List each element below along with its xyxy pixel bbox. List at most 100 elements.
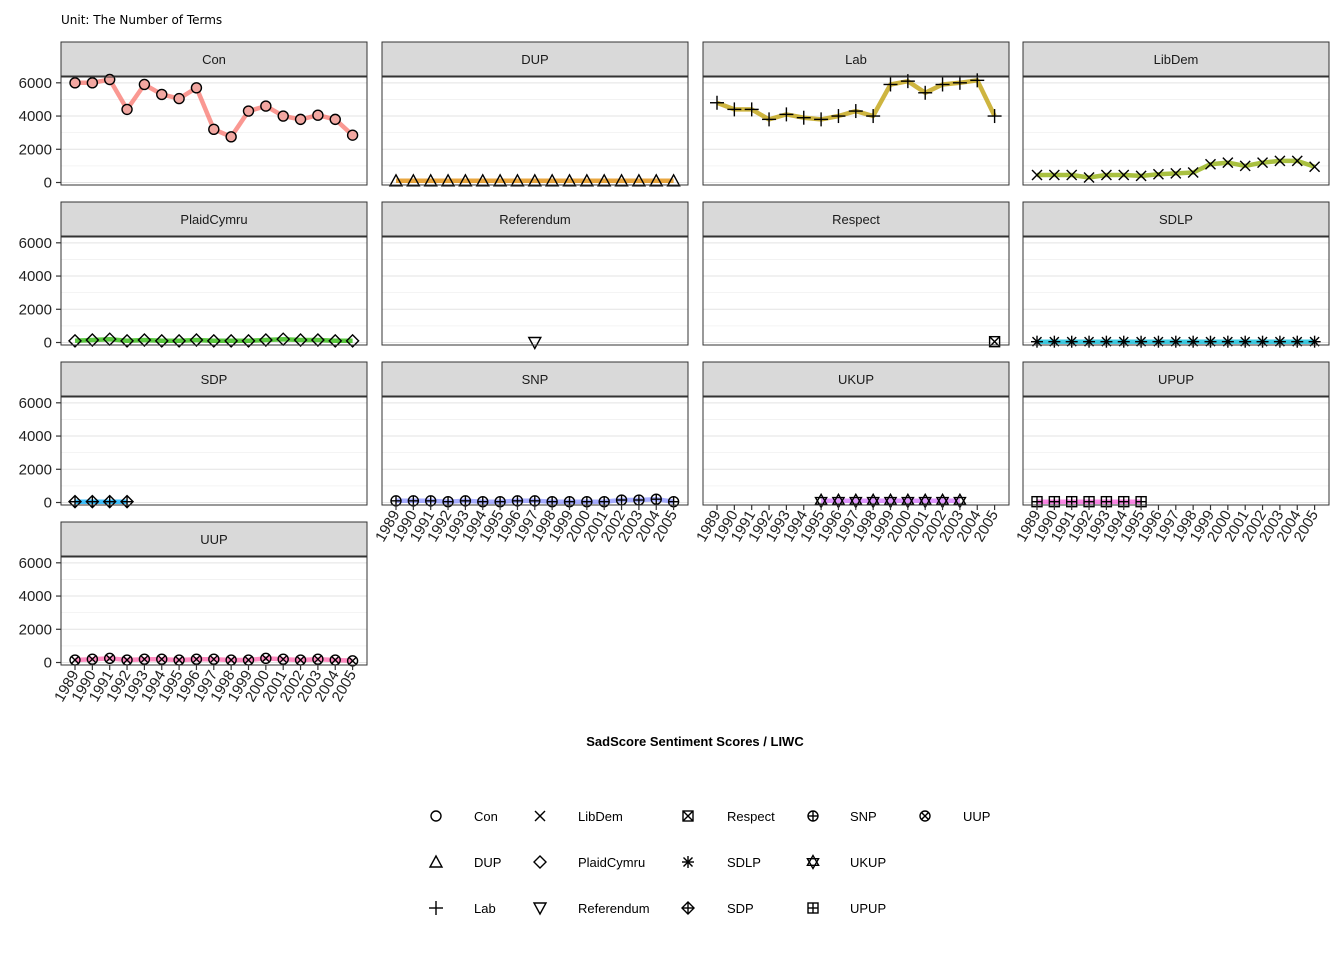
- panel-sdlp-point-1998: [1187, 335, 1200, 348]
- panel-respect-gridlines: [703, 242, 1009, 344]
- panel-snp-point-2004: [650, 493, 662, 505]
- panel-lab-point-1989: [710, 95, 724, 110]
- panel-sdlp-gridlines: [1023, 242, 1329, 344]
- legend-label-plaidcymru: PlaidCymru: [578, 855, 645, 870]
- panel-upup: UPUP198919901991199219931994199519961997…: [1013, 361, 1330, 545]
- panel-con-point-1991: [103, 73, 116, 86]
- legend-item-dup: DUP: [428, 854, 501, 870]
- panel-libdem-point-2000: [1222, 157, 1234, 169]
- panel-con-point-1993: [138, 78, 151, 91]
- legend-item-uup: UUP: [919, 809, 990, 824]
- legend-item-plaidcymru: PlaidCymru: [533, 855, 645, 870]
- panel-ukup-plot-bg: [703, 397, 1009, 505]
- panel-lab-point-1995: [814, 112, 829, 127]
- panel-respect-strip-label: Respect: [832, 212, 880, 227]
- panel-libdem-strip: [1022, 41, 1330, 77]
- panel-dup-plot-bg: [382, 77, 688, 185]
- panel-sdlp-point-2000: [1221, 335, 1234, 348]
- panel-dup-point-2002: [614, 173, 629, 187]
- panel-sdlp-point-1994: [1117, 335, 1130, 348]
- legend-label-dup: DUP: [474, 855, 501, 870]
- panel-con-point-1994: [156, 88, 168, 101]
- panel-uup-point-2003: [312, 653, 324, 665]
- panel-dup-point-2001: [597, 173, 612, 187]
- panel-libdem-point-1994: [1118, 169, 1130, 181]
- legend: Con DUP Lab LibDem PlaidCymru Referendum Respe…: [428, 809, 990, 916]
- panel-plaidcymru: PlaidCymru 0 2000 4000 6000: [19, 201, 368, 352]
- panel-snp-point-1991: [425, 495, 437, 507]
- legend-key-lab: [429, 901, 443, 915]
- panel-lab-point-1996: [831, 109, 846, 124]
- panel-uup-point-1996: [190, 653, 203, 665]
- legend-key-sdlp: [682, 856, 694, 868]
- panel-uup-point-1991: [103, 652, 116, 665]
- panel-plaidcymru-point-2005: [345, 333, 360, 348]
- panel-con-ytick-label-0: 0: [44, 175, 52, 192]
- legend-key-sdp: [681, 901, 695, 915]
- panel-sdp-point-1992: [120, 494, 135, 509]
- panel-ukup-point-1996: [831, 492, 846, 509]
- panel-referendum-strip-label: Referendum: [499, 212, 571, 227]
- panel-dup-point-1994: [475, 173, 490, 187]
- panel-respect-strip: [702, 201, 1010, 237]
- panel-dup-point-1999: [562, 173, 577, 187]
- panel-con-point-2001: [277, 110, 289, 122]
- panel-lab-point-1990: [727, 102, 742, 117]
- panel-sdp-ytick-label-2000: 2000: [19, 461, 52, 478]
- panel-plaidcymru-point-1998: [224, 333, 239, 348]
- panel-plaidcymru-plot-bg: [61, 237, 367, 345]
- legend-item-ukup: UKUP: [806, 854, 886, 870]
- panel-sdlp-point-1991: [1065, 335, 1078, 348]
- panel-lab-point-1999: [883, 77, 898, 92]
- panel-referendum-point-1997: [527, 336, 542, 350]
- legend-label-respect: Respect: [727, 809, 775, 824]
- panel-dup-point-2004: [649, 173, 664, 187]
- legend-key-dup: [428, 854, 444, 868]
- panel-plaidcymru-point-2003: [310, 333, 325, 348]
- legend-item-lab: Lab: [429, 901, 496, 916]
- legend-key-uup: [919, 810, 931, 822]
- panel-lab-point-2001: [918, 85, 933, 100]
- legend-label-upup: UPUP: [850, 901, 886, 916]
- panel-respect: Respect: [702, 201, 1010, 348]
- panel-plaidcymru-point-1990: [85, 333, 100, 348]
- panel-snp-point-1989: [390, 495, 402, 507]
- panel-uup-point-2001: [277, 653, 289, 665]
- panel-dup-point-1992: [440, 173, 456, 187]
- panel-plaidcymru-point-1999: [241, 333, 256, 348]
- panel-con-point-1995: [173, 92, 185, 105]
- panel-lab-strip: [702, 41, 1010, 77]
- panel-dup-point-2005: [666, 173, 681, 187]
- legend-label-sdlp: SDLP: [727, 855, 761, 870]
- panel-snp-strip-label: SNP: [522, 372, 549, 387]
- panel-con-ytick-label-4000: 4000: [19, 108, 52, 125]
- panel-libdem-point-1992: [1083, 172, 1095, 184]
- panel-snp-plot-bg: [382, 397, 688, 505]
- panel-uup-ytick-label-0: 0: [44, 655, 52, 672]
- panel-dup: DUP: [381, 41, 689, 187]
- panel-plaidcymru-border: [60, 236, 368, 346]
- panel-plaidcymru-point-1993: [137, 333, 152, 348]
- panel-sdlp-border: [1022, 236, 1330, 346]
- panel-lab-plot-bg: [703, 77, 1009, 185]
- panel-libdem-point-1998: [1187, 167, 1199, 179]
- panel-sdp: SDP 0 2000 4000 6000: [19, 361, 368, 512]
- panel-libdem-border: [1022, 76, 1330, 186]
- panel-ukup-strip: [702, 361, 1010, 397]
- panel-libdem-gridlines: [1023, 82, 1329, 184]
- panel-lab: Lab: [702, 41, 1010, 186]
- panel-upup-strip: [1022, 361, 1330, 397]
- panel-uup-ytick-label-6000: 6000: [19, 555, 52, 572]
- panel-sdp-point-1991: [102, 494, 117, 509]
- chart-subtitle: Unit: The Number of Terms: [61, 13, 222, 27]
- panel-lab-point-1994: [796, 110, 811, 125]
- panel-con-strip-label: Con: [202, 52, 226, 67]
- panel-dup-border: [381, 76, 689, 186]
- panel-plaidcymru-strip: [60, 201, 368, 237]
- panel-plaidcymru-strip-label: PlaidCymru: [180, 212, 247, 227]
- panel-lab-point-1998: [866, 109, 881, 124]
- panel-plaidcymru-ytick-label-4000: 4000: [19, 268, 52, 285]
- panel-lab-point-2000: [900, 74, 915, 89]
- panel-dup-point-1990: [406, 173, 421, 187]
- panel-dup-point-1997: [527, 173, 542, 187]
